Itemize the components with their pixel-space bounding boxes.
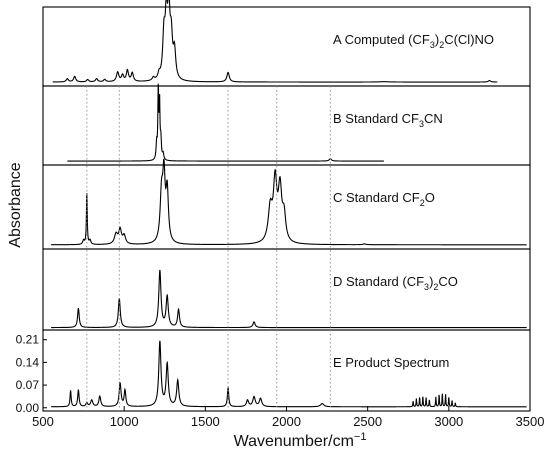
panel-label-text: C Standard CF	[333, 190, 420, 205]
panel-label-text: )	[435, 32, 439, 47]
panel-frame	[42, 248, 531, 331]
y-tick-label: 0.14	[16, 355, 40, 369]
x-tick-label: 3500	[516, 414, 545, 429]
panel-label-text: CO	[438, 274, 458, 289]
spectrum-line	[67, 83, 384, 162]
panel-label-text: O	[425, 190, 435, 205]
panel-d: D Standard (CF3)2CO	[42, 248, 531, 331]
panel-label-text: E Product Spectrum	[333, 355, 449, 370]
panel-label-subscript: 2	[433, 282, 438, 292]
y-tick-label: 0.07	[16, 378, 40, 392]
panel-label-text: C(Cl)NO	[444, 32, 494, 47]
panel-frame	[42, 164, 531, 250]
x-axis-label-superscript: −1	[354, 431, 367, 443]
x-tick-label: 1000	[110, 414, 139, 429]
chart-panels: A Computed (CF3)2C(Cl)NOB Standard CF3CN…	[16, 0, 531, 415]
x-tick-label: 500	[32, 414, 54, 429]
panel-label: A Computed (CF3)2C(Cl)NO	[333, 32, 494, 50]
y-tick-label: 0.00	[16, 401, 40, 415]
panel-label: B Standard CF3CN	[333, 111, 443, 129]
panel-label-text: B Standard CF	[333, 111, 419, 126]
panel-label-subscript: 3	[424, 282, 429, 292]
x-tick-label: 2500	[353, 414, 382, 429]
panel-c: C Standard CF2O	[42, 158, 531, 250]
panel-b: B Standard CF3CN	[42, 83, 531, 166]
spectrum-line	[51, 158, 527, 246]
x-tick-label: 3000	[434, 414, 463, 429]
panel-a: A Computed (CF3)2C(Cl)NO	[42, 0, 531, 87]
panel-label: D Standard (CF3)2CO	[333, 274, 458, 292]
panel-label-text: CN	[424, 111, 443, 126]
panel-label-subscript: 3	[430, 40, 435, 50]
x-axis-label-text: Wavenumber/cm	[234, 433, 354, 450]
panel-label-text: )	[429, 274, 433, 289]
panel-label-subscript: 2	[439, 40, 444, 50]
panel-e: E Product Spectrum 0.00 0.07 0.14 0.21	[16, 329, 531, 415]
spectrum-line	[51, 340, 527, 408]
panel-frame	[42, 329, 531, 412]
panel-label-text: D Standard (CF	[333, 274, 424, 289]
x-axis: 500 1000 1500 2000 2500 3000 3500	[32, 406, 544, 429]
y-tick-label: 0.21	[16, 333, 40, 347]
panel-label-text: A Computed (CF	[333, 32, 430, 47]
x-axis-label: Wavenumber/cm−1	[234, 431, 367, 450]
x-tick-label: 1500	[191, 414, 220, 429]
x-tick-label: 2000	[272, 414, 301, 429]
panel-label: C Standard CF2O	[333, 190, 435, 208]
y-axis-label: Absorbance	[7, 162, 24, 247]
panel-label-subscript: 2	[420, 198, 425, 208]
panel-label-subscript: 3	[419, 119, 424, 129]
panel-label: E Product Spectrum	[333, 355, 449, 370]
panel-frame	[42, 85, 531, 166]
spectrum-line	[51, 269, 527, 329]
spectrum-line	[52, 0, 498, 83]
